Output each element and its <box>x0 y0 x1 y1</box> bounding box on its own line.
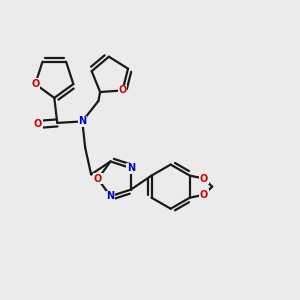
Text: N: N <box>78 116 86 126</box>
Text: N: N <box>106 191 115 201</box>
Text: O: O <box>200 173 208 184</box>
Text: O: O <box>31 79 39 89</box>
Text: O: O <box>34 119 42 129</box>
Text: O: O <box>118 85 127 95</box>
Text: N: N <box>127 163 135 173</box>
Text: O: O <box>94 174 102 184</box>
Text: O: O <box>200 190 208 200</box>
